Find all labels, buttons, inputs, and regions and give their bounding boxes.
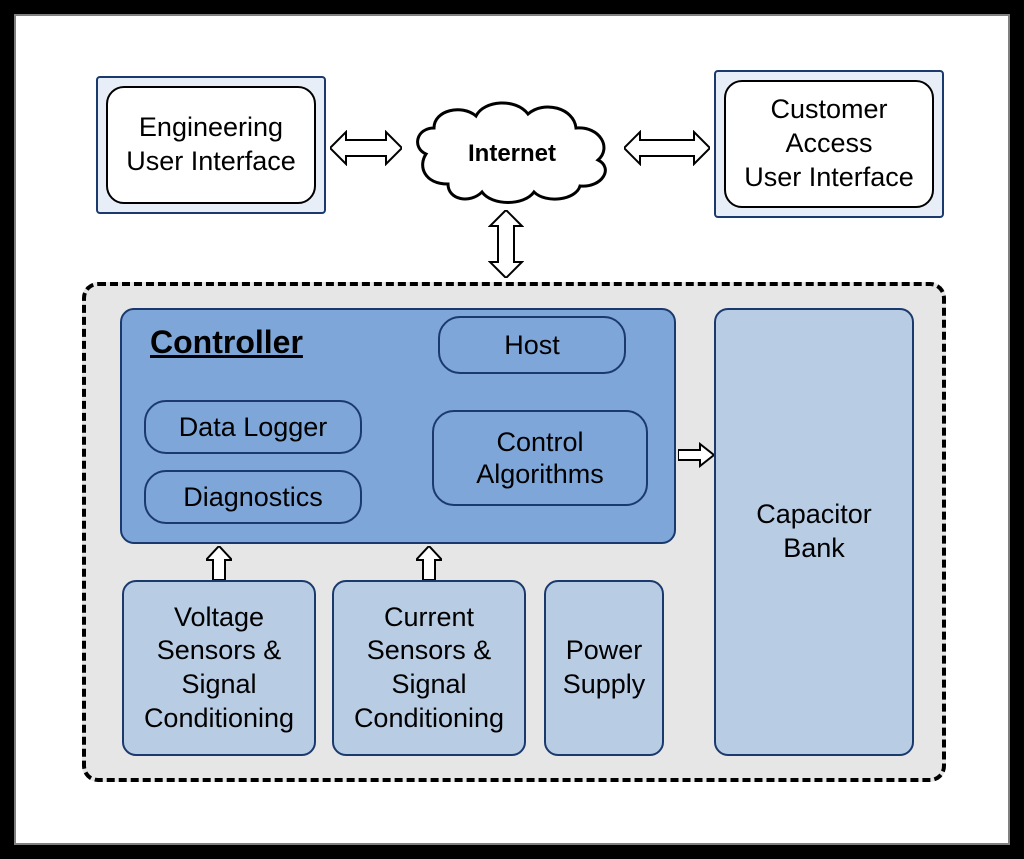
- arrow-current-controller: [416, 546, 442, 580]
- data-logger-label: Data Logger: [179, 411, 328, 443]
- diagram-canvas: EngineeringUser Interface CustomerAccess…: [14, 14, 1010, 845]
- arrow-cloud-cust: [624, 130, 710, 166]
- arrow-eng-cloud: [330, 130, 402, 166]
- voltage-sensors-label: VoltageSensors &SignalConditioning: [144, 601, 294, 736]
- voltage-sensors-box: VoltageSensors &SignalConditioning: [122, 580, 316, 756]
- controller-title: Controller: [150, 324, 303, 361]
- current-sensors-box: CurrentSensors &SignalConditioning: [332, 580, 526, 756]
- customer-ui-text: CustomerAccessUser Interface: [744, 93, 914, 194]
- customer-ui-box: CustomerAccessUser Interface: [714, 70, 944, 218]
- engineering-ui-text: EngineeringUser Interface: [126, 111, 296, 179]
- power-supply-label: PowerSupply: [563, 634, 646, 702]
- arrow-controller-capbank: [678, 442, 714, 468]
- host-box: Host: [438, 316, 626, 374]
- diagram-frame: EngineeringUser Interface CustomerAccess…: [0, 0, 1024, 859]
- data-logger-box: Data Logger: [144, 400, 362, 454]
- diagnostics-box: Diagnostics: [144, 470, 362, 524]
- host-label: Host: [504, 329, 560, 361]
- engineering-ui-box: EngineeringUser Interface: [96, 76, 326, 214]
- capacitor-bank-label: CapacitorBank: [756, 498, 872, 566]
- capacitor-bank-box: CapacitorBank: [714, 308, 914, 756]
- engineering-ui-label: EngineeringUser Interface: [106, 86, 316, 204]
- arrow-cloud-sys: [488, 210, 524, 278]
- diagnostics-label: Diagnostics: [183, 481, 323, 513]
- customer-ui-label: CustomerAccessUser Interface: [724, 80, 934, 208]
- arrow-voltage-controller: [206, 546, 232, 580]
- power-supply-box: PowerSupply: [544, 580, 664, 756]
- internet-label: Internet: [468, 140, 556, 168]
- internet-cloud: Internet: [404, 96, 620, 208]
- control-algorithms-label: ControlAlgorithms: [476, 426, 604, 491]
- control-algorithms-box: ControlAlgorithms: [432, 410, 648, 506]
- current-sensors-label: CurrentSensors &SignalConditioning: [354, 601, 504, 736]
